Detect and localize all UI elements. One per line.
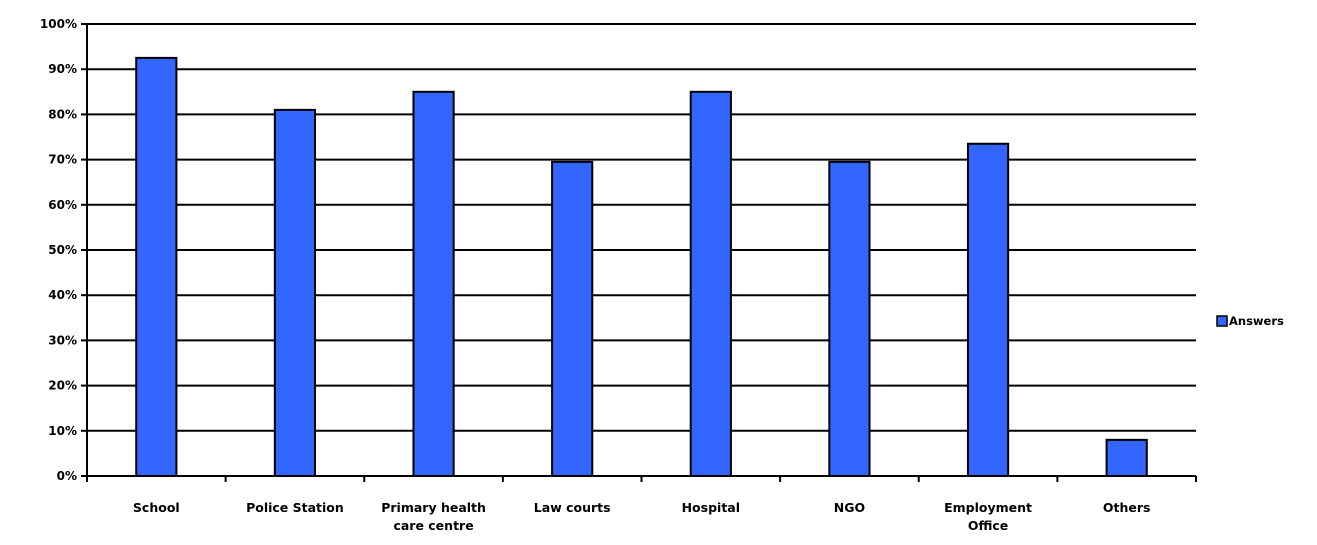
y-tick-label: 80% bbox=[48, 107, 77, 121]
x-category-label: Employment Office bbox=[944, 500, 1032, 533]
y-axis-tick-labels: 0% 10% 20% 30% 40% 50% 60% 70% 80% 90% 100% bbox=[40, 17, 77, 483]
x-category-label: NGO bbox=[834, 500, 865, 515]
y-tick-label: 20% bbox=[48, 379, 77, 393]
y-tick-label: 30% bbox=[48, 333, 77, 347]
bar-primary-health-care-centre bbox=[412, 90, 455, 478]
x-category-label: Hospital bbox=[682, 500, 740, 515]
y-tick-label: 40% bbox=[48, 288, 77, 302]
bar-others bbox=[1105, 438, 1148, 477]
y-tick-label: 70% bbox=[48, 153, 77, 167]
x-category-label: Police Station bbox=[246, 500, 344, 515]
bar-police-station bbox=[273, 108, 317, 477]
bar-employment-office bbox=[966, 142, 1010, 477]
x-category-label: Primary health care centre bbox=[381, 500, 486, 533]
y-tick-label: 10% bbox=[48, 424, 77, 438]
legend: Answers bbox=[1216, 314, 1284, 328]
x-category-label: Law courts bbox=[534, 500, 611, 515]
bar-hospital bbox=[689, 90, 732, 478]
x-category-label: Others bbox=[1103, 500, 1151, 515]
y-tick-label: 100% bbox=[40, 17, 77, 31]
x-category-label: School bbox=[133, 500, 180, 515]
grid-lines bbox=[87, 23, 1196, 432]
x-axis-category-labels: School Police Station Primary health care c… bbox=[133, 500, 1151, 533]
axes bbox=[81, 23, 1197, 482]
bar-school bbox=[135, 56, 178, 478]
legend-label-answers: Answers bbox=[1229, 314, 1284, 328]
y-tick-label: 60% bbox=[48, 198, 77, 212]
y-tick-label: 90% bbox=[48, 62, 77, 76]
y-tick-label: 0% bbox=[57, 469, 77, 483]
bars bbox=[135, 56, 1148, 478]
legend-swatch-answers bbox=[1216, 315, 1228, 327]
bar-ngo bbox=[828, 160, 871, 478]
y-tick-label: 50% bbox=[48, 243, 77, 257]
bar-law-courts bbox=[551, 160, 594, 478]
